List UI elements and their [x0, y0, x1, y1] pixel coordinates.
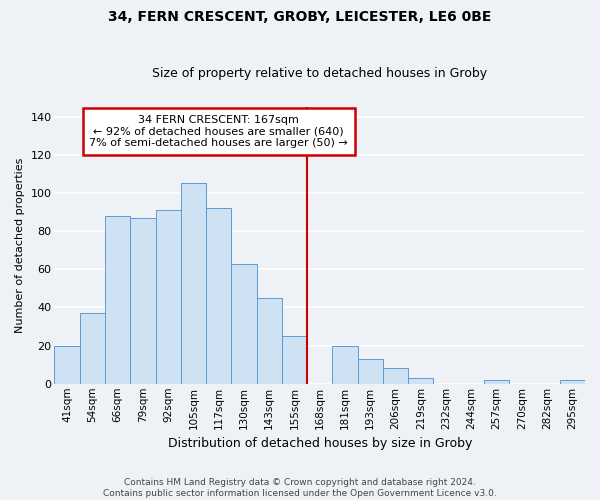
Bar: [80, 313, 105, 384]
Bar: [55, 346, 80, 384]
Bar: [155, 210, 181, 384]
Text: Contains HM Land Registry data © Crown copyright and database right 2024.
Contai: Contains HM Land Registry data © Crown c…: [103, 478, 497, 498]
Bar: [560, 380, 585, 384]
Bar: [332, 346, 358, 384]
Y-axis label: Number of detached properties: Number of detached properties: [15, 158, 25, 333]
Bar: [358, 359, 383, 384]
Bar: [232, 264, 257, 384]
Bar: [257, 298, 282, 384]
Bar: [383, 368, 408, 384]
Bar: [408, 378, 433, 384]
Bar: [105, 216, 130, 384]
Title: Size of property relative to detached houses in Groby: Size of property relative to detached ho…: [152, 66, 487, 80]
Text: 34, FERN CRESCENT, GROBY, LEICESTER, LE6 0BE: 34, FERN CRESCENT, GROBY, LEICESTER, LE6…: [109, 10, 491, 24]
Text: 34 FERN CRESCENT: 167sqm
← 92% of detached houses are smaller (640)
7% of semi-d: 34 FERN CRESCENT: 167sqm ← 92% of detach…: [89, 114, 348, 148]
Bar: [130, 218, 155, 384]
Bar: [206, 208, 232, 384]
Bar: [181, 184, 206, 384]
Bar: [484, 380, 509, 384]
Bar: [282, 336, 307, 384]
X-axis label: Distribution of detached houses by size in Groby: Distribution of detached houses by size …: [167, 437, 472, 450]
